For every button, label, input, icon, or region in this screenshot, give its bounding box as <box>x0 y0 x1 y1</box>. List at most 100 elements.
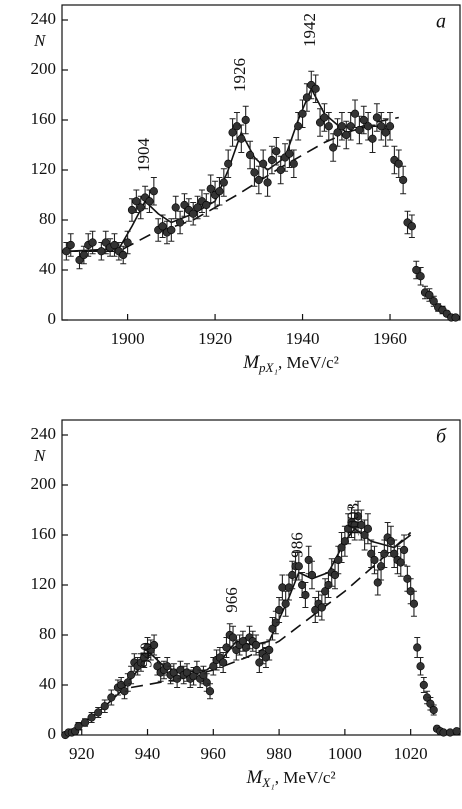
data-point <box>451 313 460 322</box>
data-point <box>199 670 208 680</box>
data-point <box>320 113 329 122</box>
x-label-main: M <box>245 767 263 788</box>
data-point <box>267 155 277 165</box>
peak-label: 1003 <box>344 503 363 537</box>
data-point <box>342 130 351 140</box>
data-point <box>329 143 338 152</box>
data-point <box>259 159 268 168</box>
peak-label: 1926 <box>230 58 249 92</box>
peak-label: 940 <box>136 642 155 668</box>
data-point <box>359 115 368 125</box>
data-point <box>409 599 419 608</box>
data-point <box>132 197 141 206</box>
data-point <box>429 705 438 715</box>
data-point <box>206 184 215 193</box>
data-point <box>373 578 382 587</box>
data-point <box>265 645 274 655</box>
data-point <box>123 238 132 247</box>
peak-label: 986 <box>288 532 307 558</box>
data-point <box>376 562 386 571</box>
data-point <box>380 549 389 558</box>
data-point <box>399 545 409 555</box>
data-point <box>304 555 313 565</box>
data-point <box>429 297 438 306</box>
x-tick-label: 1960 <box>373 329 407 348</box>
data-point <box>416 272 425 281</box>
data-point <box>386 537 396 546</box>
panel-label: б <box>436 426 447 448</box>
data-point <box>97 247 106 256</box>
y-tick-label: 0 <box>48 724 57 743</box>
x-tick-label: 960 <box>201 744 227 763</box>
data-point <box>385 122 395 131</box>
data-point <box>205 687 215 696</box>
data-point <box>372 113 382 122</box>
data-point <box>87 713 96 722</box>
data-point <box>302 93 312 102</box>
x-label-unit: , MeV/c² <box>275 768 336 787</box>
data-point <box>193 203 202 212</box>
data-point <box>245 150 255 160</box>
data-point <box>136 203 145 212</box>
data-point <box>274 605 284 615</box>
x-label-sub: X₁ <box>261 775 274 790</box>
data-point <box>426 699 435 708</box>
data-point <box>62 247 71 256</box>
data-point <box>189 209 198 218</box>
x-axis-label: MpX₁, MeV/c² <box>242 352 339 375</box>
data-point <box>317 603 326 612</box>
data-point <box>80 718 90 727</box>
data-point <box>110 240 119 250</box>
data-point <box>224 159 233 168</box>
x-tick-label: 980 <box>266 744 292 763</box>
x-tick-label: 1000 <box>328 744 362 763</box>
data-point <box>412 265 421 275</box>
data-point <box>100 702 109 711</box>
data-point <box>222 643 231 652</box>
data-point <box>88 238 97 247</box>
data-point <box>149 640 159 650</box>
data-point <box>237 134 246 143</box>
data-point <box>301 590 310 600</box>
data-point <box>311 84 320 93</box>
data-point <box>79 250 88 260</box>
data-point <box>127 205 137 215</box>
x-label-unit: , MeV/c² <box>278 353 339 372</box>
y-tick-label: 200 <box>31 474 57 493</box>
x-axis-label: MX₁, MeV/c² <box>245 767 335 790</box>
plot-frame <box>61 4 461 321</box>
data-point <box>370 555 379 565</box>
data-point <box>119 250 128 260</box>
data-point <box>250 168 259 177</box>
data-point <box>241 115 250 125</box>
data-point <box>337 122 347 131</box>
y-tick-label: 160 <box>31 524 57 543</box>
data-point <box>419 680 428 690</box>
data-point <box>452 727 461 736</box>
x-tick-label: 1940 <box>286 329 320 348</box>
data-point <box>350 109 360 118</box>
data-point <box>254 175 263 185</box>
data-point <box>399 175 408 185</box>
data-point <box>94 708 103 717</box>
data-point <box>202 678 211 687</box>
data-point <box>407 222 416 231</box>
data-point <box>446 728 455 737</box>
data-point <box>276 165 285 175</box>
x-tick-label: 1900 <box>111 329 145 348</box>
y-tick-label: 40 <box>39 674 56 693</box>
data-point <box>333 128 342 137</box>
data-point <box>228 633 238 642</box>
data-point <box>346 122 355 131</box>
peak-label: 1942 <box>300 13 319 47</box>
data-point <box>175 218 185 227</box>
data-point <box>281 599 290 608</box>
y-tick-label: 160 <box>31 109 57 128</box>
y-axis-label: N <box>33 31 47 50</box>
x-tick-label: 1020 <box>394 744 428 763</box>
y-axis-label: N <box>33 446 47 465</box>
data-point <box>324 580 333 590</box>
y-tick-label: 240 <box>31 9 57 28</box>
plot-frame <box>61 419 461 736</box>
